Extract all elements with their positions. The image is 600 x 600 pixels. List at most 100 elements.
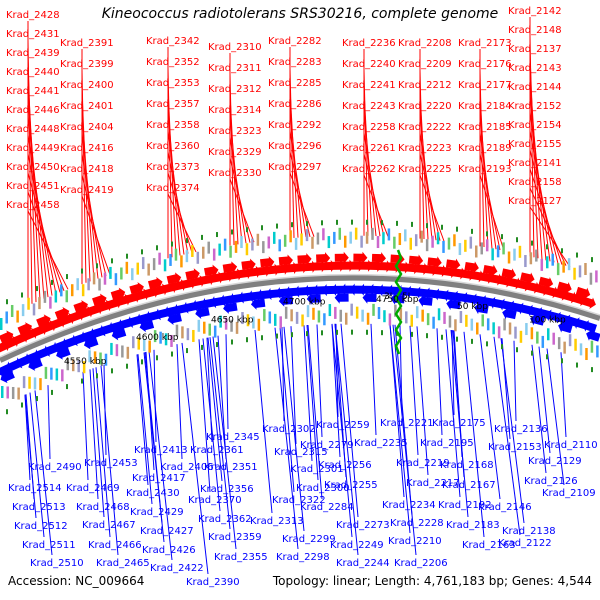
reverse-feature-bar	[574, 338, 577, 351]
reverse-leader-line	[334, 323, 359, 556]
forward-leader-line	[27, 210, 69, 290]
forward-feature-bar	[333, 231, 336, 244]
reverse-gene-label: Krad_2126	[524, 476, 578, 487]
forward-leader-line	[27, 115, 49, 298]
reverse-gene-label: Krad_2345	[206, 432, 260, 443]
reverse-gene-label: Krad_2244	[336, 558, 390, 569]
forward-arrow	[427, 256, 442, 269]
reverse-feature-bar	[252, 316, 255, 329]
reverse-feature-bar	[312, 307, 315, 320]
reverse-gene-label: Krad_2136	[494, 424, 548, 435]
forward-gene-label: Krad_2176	[458, 59, 512, 70]
upper-tick	[336, 219, 338, 225]
forward-feature-bar	[398, 233, 402, 246]
reverse-gene-label: Krad_2512	[14, 521, 68, 532]
forward-feature-bar	[322, 228, 325, 241]
forward-leader-line	[81, 90, 91, 282]
reverse-feature-bar	[317, 310, 321, 323]
forward-feature-bar	[546, 256, 549, 269]
upper-tick	[81, 268, 83, 274]
reverse-feature-bar	[1, 386, 4, 398]
reverse-gene-label: Krad_2466	[88, 540, 142, 551]
reverse-leader-line	[331, 323, 341, 458]
reverse-arrow	[28, 358, 43, 371]
forward-gene-label: Krad_2262	[342, 164, 396, 175]
forward-feature-bar	[294, 237, 298, 250]
reverse-gene-label: Krad_2370	[188, 495, 242, 506]
forward-gene-label: Krad_2441	[6, 86, 60, 97]
lower-tick	[81, 378, 83, 384]
reverse-feature-bar	[503, 318, 506, 331]
forward-arrow	[110, 287, 126, 300]
reverse-arrow	[502, 307, 517, 320]
forward-feature-bar	[529, 252, 533, 265]
reverse-arrow	[586, 329, 600, 342]
forward-feature-bar	[196, 251, 200, 264]
reverse-leader-line	[176, 344, 183, 460]
forward-arrow	[241, 258, 256, 271]
upper-tick	[6, 299, 8, 305]
forward-gene-label: Krad_2330	[208, 168, 262, 179]
lower-tick	[291, 332, 293, 338]
forward-gene-label: Krad_2391	[60, 38, 114, 49]
reverse-gene-label: Krad_2234	[382, 500, 436, 511]
forward-feature-bar	[464, 239, 467, 252]
reverse-gene-label: Krad_2422	[150, 563, 204, 574]
forward-arrow	[371, 252, 386, 265]
reverse-leader-line	[513, 340, 517, 422]
kbp-label: 4700 kbp	[283, 298, 326, 308]
forward-gene-label: Krad_2448	[6, 124, 60, 135]
forward-feature-bar	[27, 297, 30, 310]
forward-gene-label: Krad_2261	[342, 143, 396, 154]
upper-tick	[321, 220, 323, 226]
reverse-feature-bar	[519, 330, 523, 343]
forward-feature-bar	[453, 234, 456, 247]
forward-gene-label: Krad_2310	[208, 42, 262, 53]
lower-tick	[201, 344, 203, 350]
upper-tick	[411, 221, 413, 227]
reverse-feature-bar	[459, 311, 463, 324]
reverse-gene-label: Krad_2313	[250, 516, 304, 527]
reverse-gene-label: Krad_2210	[388, 536, 442, 547]
forward-arrow	[445, 258, 461, 271]
forward-arrow	[222, 261, 238, 274]
forward-feature-bar	[311, 236, 314, 249]
reverse-feature-bar	[323, 313, 326, 326]
forward-arrow	[0, 330, 14, 344]
reverse-feature-bar	[33, 377, 37, 390]
forward-feature-bar	[507, 251, 511, 264]
reverse-feature-bar	[481, 314, 484, 327]
reverse-leader-line	[254, 329, 273, 514]
reverse-feature-bar	[344, 312, 348, 325]
forward-feature-bar	[338, 227, 342, 240]
forward-gene-label: Krad_2225	[398, 164, 452, 175]
reverse-strand-arrows	[0, 283, 600, 384]
lower-tick	[471, 338, 473, 344]
reverse-feature-bar	[175, 324, 179, 337]
reverse-feature-bar	[557, 337, 561, 350]
reverse-gene-label: Krad_2390	[186, 577, 240, 588]
reverse-gene-label: Krad_2351	[204, 462, 258, 473]
reverse-feature-bar	[170, 334, 173, 347]
forward-feature-bar	[496, 245, 500, 258]
reverse-feature-bar	[579, 343, 583, 356]
reverse-feature-bar	[585, 348, 588, 361]
forward-feature-bar	[513, 248, 516, 261]
reverse-feature-bar	[159, 331, 162, 344]
forward-gene-label: Krad_2220	[398, 101, 452, 112]
reverse-feature-bar	[192, 329, 195, 342]
forward-gene-label: Krad_2297	[268, 162, 322, 173]
lower-tick	[21, 402, 23, 408]
forward-arrow	[408, 254, 424, 267]
lower-tick	[486, 341, 488, 347]
kbp-label: 4550 kbp	[64, 357, 107, 367]
upper-tick	[516, 237, 518, 243]
forward-arrow	[353, 251, 368, 264]
reverse-feature-bar	[476, 322, 479, 335]
forward-feature-bar	[5, 311, 8, 324]
forward-feature-bar	[152, 258, 156, 271]
forward-feature-bar	[114, 273, 118, 286]
reverse-gene-label: Krad_2219	[396, 458, 450, 469]
reverse-arrow	[56, 347, 71, 360]
lower-tick	[186, 348, 188, 354]
